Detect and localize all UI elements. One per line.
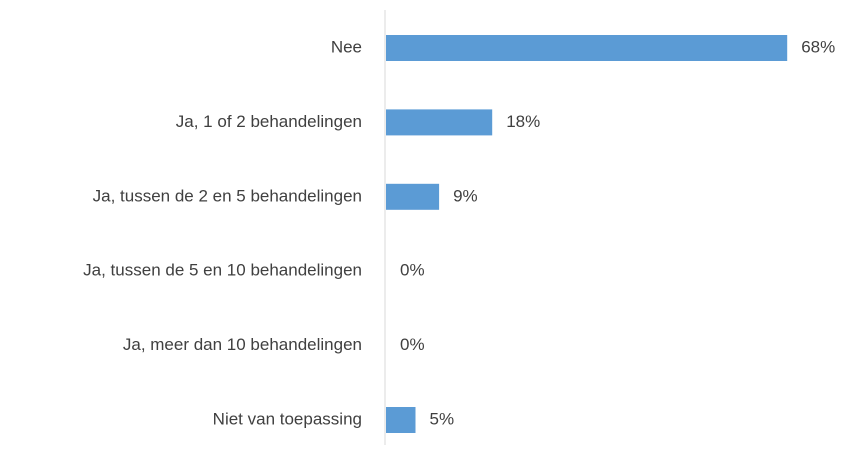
category-label: Niet van toepassing — [213, 409, 362, 428]
category-label: Ja, meer dan 10 behandelingen — [123, 335, 362, 354]
bar — [386, 407, 416, 433]
bar — [386, 109, 493, 136]
value-label: 0% — [400, 261, 425, 280]
value-label: 18% — [506, 112, 540, 131]
value-label: 5% — [430, 409, 455, 428]
category-label: Ja, tussen de 2 en 5 behandelingen — [93, 186, 362, 205]
bar — [386, 35, 788, 61]
category-label: Nee — [331, 37, 362, 56]
value-label: 9% — [453, 186, 478, 205]
value-label: 0% — [400, 335, 425, 354]
category-label: Ja, tussen de 5 en 10 behandelingen — [83, 261, 362, 280]
bar — [386, 183, 440, 210]
value-label: 68% — [801, 37, 835, 56]
category-label: Ja, 1 of 2 behandelingen — [176, 112, 362, 131]
